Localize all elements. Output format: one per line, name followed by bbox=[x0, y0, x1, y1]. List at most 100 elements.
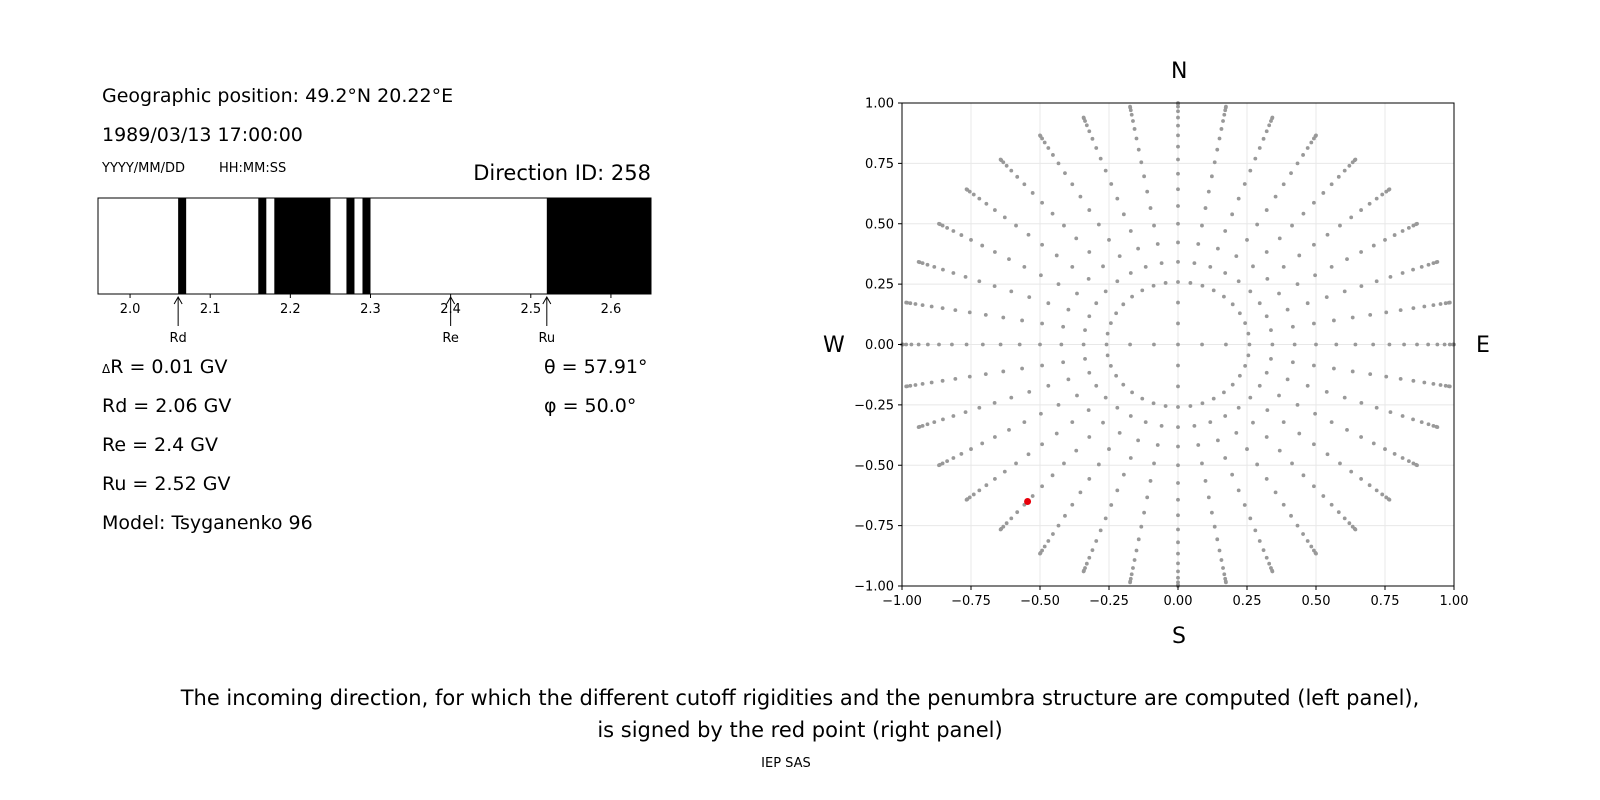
delta-symbol: Δ bbox=[102, 362, 111, 376]
marker-arrow-head bbox=[542, 295, 552, 305]
grid-point bbox=[1347, 163, 1352, 168]
grid-point bbox=[950, 342, 954, 347]
caption-line-1: The incoming direction, for which the di… bbox=[180, 686, 1420, 710]
grid-point bbox=[964, 187, 969, 192]
grid-point bbox=[1054, 253, 1059, 258]
grid-point bbox=[1236, 196, 1241, 201]
grid-point bbox=[1040, 242, 1044, 247]
grid-point bbox=[964, 342, 969, 347]
grid-point bbox=[1245, 238, 1249, 242]
grid-point bbox=[1042, 140, 1047, 145]
grid-point bbox=[1269, 356, 1273, 361]
grid-point bbox=[983, 312, 988, 317]
grid-point bbox=[1438, 302, 1443, 306]
grid-point bbox=[1103, 395, 1108, 400]
grid-point bbox=[1176, 204, 1180, 208]
grid-point bbox=[1087, 555, 1092, 560]
grid-point bbox=[1305, 301, 1310, 306]
grid-point bbox=[1383, 447, 1387, 451]
grid-point bbox=[967, 310, 972, 315]
grid-point bbox=[1211, 396, 1216, 401]
grid-point bbox=[1277, 291, 1281, 296]
grid-point bbox=[1312, 484, 1316, 489]
grid-point bbox=[992, 477, 997, 481]
grid-point bbox=[1129, 572, 1134, 577]
penumbra-band-4 bbox=[362, 198, 371, 294]
grid-point bbox=[1217, 548, 1222, 553]
grid-point bbox=[1313, 273, 1317, 278]
grid-point bbox=[1084, 561, 1089, 566]
grid-point bbox=[1176, 425, 1180, 429]
grid-point bbox=[1040, 321, 1044, 326]
grid-point bbox=[1329, 502, 1334, 507]
grid-point bbox=[1103, 168, 1108, 173]
grid-point bbox=[1270, 569, 1275, 574]
grid-point bbox=[998, 157, 1003, 162]
grid-point bbox=[1040, 363, 1044, 368]
grid-point bbox=[1435, 425, 1440, 429]
grid-point bbox=[1075, 393, 1079, 398]
grid-point bbox=[1230, 302, 1235, 307]
grid-point bbox=[1435, 342, 1440, 347]
phi-value: φ = 50.0° bbox=[544, 395, 637, 417]
grid-point bbox=[1431, 261, 1436, 266]
grid-point bbox=[1176, 240, 1180, 245]
grid-point bbox=[1342, 289, 1347, 294]
compass-north: N bbox=[1171, 59, 1188, 84]
grid-point bbox=[1054, 431, 1059, 436]
grid-point bbox=[1281, 502, 1286, 507]
grid-point bbox=[1094, 146, 1099, 150]
grid-point bbox=[1140, 396, 1145, 401]
grid-point bbox=[1295, 282, 1300, 287]
grid-point bbox=[940, 306, 945, 311]
grid-point bbox=[1255, 222, 1260, 227]
grid-point bbox=[920, 303, 925, 307]
grid-point bbox=[1392, 233, 1397, 237]
grid-point bbox=[992, 284, 997, 288]
grid-point bbox=[925, 342, 930, 347]
grid-point bbox=[1290, 461, 1294, 466]
grid-point bbox=[908, 383, 913, 388]
grid-point bbox=[1176, 497, 1180, 502]
grid-point bbox=[1217, 136, 1222, 141]
compass-east: E bbox=[1476, 333, 1490, 358]
grid-point bbox=[1066, 377, 1071, 382]
grid-point bbox=[1246, 353, 1251, 358]
grid-point bbox=[1297, 253, 1302, 258]
grid-point bbox=[1094, 539, 1099, 543]
penumbra-xtick-label: 2.5 bbox=[520, 302, 541, 317]
grid-point bbox=[1342, 395, 1347, 400]
grid-point bbox=[1063, 513, 1067, 518]
grid-point bbox=[1022, 182, 1027, 187]
grid-point bbox=[1392, 452, 1397, 456]
grid-point bbox=[1261, 136, 1266, 141]
grid-point bbox=[1004, 521, 1009, 526]
grid-point bbox=[1353, 527, 1358, 532]
grid-point bbox=[953, 308, 958, 313]
grid-point bbox=[1145, 189, 1150, 194]
grid-point bbox=[1368, 312, 1373, 317]
grid-point bbox=[1176, 260, 1180, 264]
grid-point bbox=[1248, 395, 1253, 400]
grid-point bbox=[1200, 223, 1204, 228]
grid-point bbox=[932, 264, 937, 269]
grid-point bbox=[1152, 461, 1156, 466]
grid-point bbox=[1237, 373, 1242, 378]
grid-point bbox=[1107, 238, 1111, 242]
grid-point bbox=[1038, 342, 1042, 347]
ru-value: Ru = 2.52 GV bbox=[102, 473, 231, 495]
grid-point bbox=[1176, 300, 1180, 305]
date-format-label: YYYY/MM/DD bbox=[102, 161, 185, 176]
grid-point bbox=[945, 459, 950, 464]
grid-point bbox=[1078, 194, 1083, 199]
grid-point bbox=[920, 423, 925, 428]
grid-point bbox=[1380, 492, 1385, 497]
grid-point bbox=[1020, 366, 1024, 371]
grid-point bbox=[1281, 264, 1286, 269]
grid-point bbox=[1281, 182, 1286, 187]
grid-point bbox=[1411, 306, 1416, 311]
grid-point bbox=[1215, 537, 1220, 542]
grid-point bbox=[1236, 405, 1241, 410]
grid-point bbox=[1290, 324, 1295, 329]
grid-point bbox=[980, 441, 985, 446]
